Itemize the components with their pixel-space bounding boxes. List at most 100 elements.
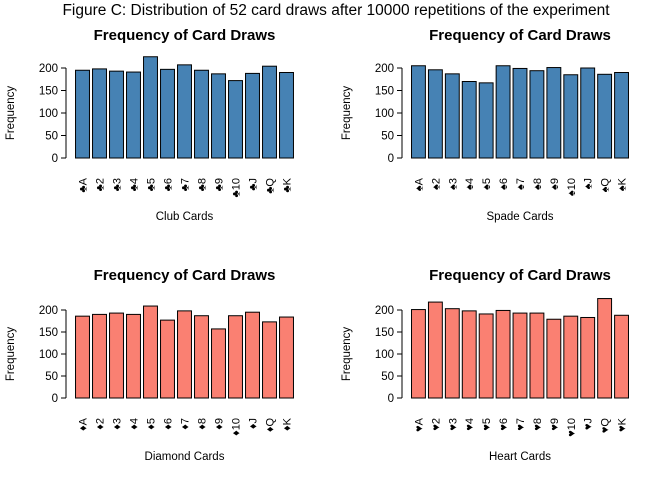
bar xyxy=(75,69,90,159)
chart-panel-4: Frequency of Card Draws ♥A ♥2 ♥3 ♥4 ♥5 ♥6 ♥7 ♥8 ♥… xyxy=(341,267,629,463)
bar xyxy=(194,69,209,159)
bar xyxy=(262,65,277,159)
y-tick-label: 50 xyxy=(45,131,58,143)
bar xyxy=(228,315,243,399)
bar xyxy=(427,301,443,399)
bar xyxy=(245,72,260,159)
x-tick-label: ♦7 xyxy=(180,418,192,430)
x-tick-label: ♦10 xyxy=(231,418,243,436)
x-tick-label: ♦9 xyxy=(214,418,226,430)
bar xyxy=(177,310,192,399)
bar xyxy=(614,314,629,399)
bar xyxy=(427,69,443,159)
bar xyxy=(580,67,596,159)
x-tick-label: ♥8 xyxy=(532,418,544,431)
x-tick-label: ♠A xyxy=(413,177,425,191)
x-tick-label: ♥7 xyxy=(515,418,527,431)
y-tick-label: 150 xyxy=(39,86,58,98)
bar xyxy=(461,81,477,159)
x-tick-label: ♦J xyxy=(248,418,260,429)
y-tick-label: 0 xyxy=(52,153,58,165)
x-tick-label: ♠6 xyxy=(498,178,510,190)
bar xyxy=(245,311,260,399)
x-tick-label: ♣Q xyxy=(265,178,277,194)
x-axis-label: Spade Cards xyxy=(486,211,553,223)
x-tick-label: ♦Q xyxy=(265,418,277,433)
y-tick-label: 200 xyxy=(39,63,58,75)
x-tick-label: ♠K xyxy=(617,177,629,191)
bar xyxy=(211,328,226,399)
bar xyxy=(143,305,158,399)
y-tick-label: 0 xyxy=(388,393,394,405)
x-tick-label: ♣9 xyxy=(214,178,226,191)
bar xyxy=(597,73,613,159)
bar xyxy=(478,313,494,399)
bar xyxy=(495,309,511,399)
bar xyxy=(597,298,613,399)
x-axis-label: Heart Cards xyxy=(489,451,551,463)
x-tick-label: ♦A xyxy=(78,417,90,431)
x-tick-label: ♥5 xyxy=(481,418,493,431)
chart-title: Frequency of Card Draws xyxy=(94,267,276,284)
x-tick-label: ♦2 xyxy=(95,418,107,430)
figure-title: Figure C: Distribution of 52 card draws … xyxy=(62,2,610,19)
bar xyxy=(614,72,629,159)
x-tick-label: ♣6 xyxy=(163,178,175,191)
x-tick-label: ♥2 xyxy=(430,418,442,431)
x-tick-label: ♣10 xyxy=(231,178,243,197)
bar xyxy=(546,67,562,159)
y-tick-label: 100 xyxy=(39,349,58,361)
bar xyxy=(411,65,426,159)
x-tick-label: ♥10 xyxy=(566,418,578,437)
x-tick-label: ♣J xyxy=(248,178,260,191)
bar xyxy=(444,308,460,399)
bar xyxy=(580,316,596,399)
bar xyxy=(279,316,294,399)
bar xyxy=(143,56,158,159)
bar xyxy=(228,80,243,159)
x-tick-label: ♥6 xyxy=(498,418,510,431)
y-tick-label: 100 xyxy=(375,108,394,120)
bar xyxy=(109,70,124,159)
bar xyxy=(262,321,277,399)
bar xyxy=(411,309,426,399)
x-tick-label: ♦3 xyxy=(112,418,124,430)
x-tick-label: ♣8 xyxy=(197,178,209,191)
bar xyxy=(495,65,511,159)
x-tick-label: ♣4 xyxy=(129,178,141,191)
y-axis-label: Frequency xyxy=(341,86,353,141)
x-tick-label: ♣K xyxy=(282,177,294,192)
bar xyxy=(512,312,528,399)
bar xyxy=(160,68,175,159)
x-tick-label: ♣7 xyxy=(180,178,192,191)
y-tick-label: 50 xyxy=(381,371,394,383)
y-tick-label: 0 xyxy=(52,393,58,405)
chart-panel-3: Frequency of Card Draws ♦A ♦2 ♦3 ♦4 ♦5 ♦6 ♦7 ♦8 ♦… xyxy=(5,267,294,463)
bar xyxy=(478,82,494,159)
x-tick-label: ♦6 xyxy=(163,418,175,430)
x-tick-label: ♣5 xyxy=(146,178,158,191)
x-tick-label: ♠8 xyxy=(532,178,544,190)
bar xyxy=(177,64,192,159)
x-tick-label: ♠7 xyxy=(515,178,527,190)
bar xyxy=(160,319,175,399)
y-tick-label: 150 xyxy=(375,86,394,98)
x-tick-label: ♣2 xyxy=(95,178,107,191)
y-axis-label: Frequency xyxy=(5,86,17,141)
bar xyxy=(546,318,562,399)
bar xyxy=(444,73,460,159)
x-tick-label: ♥J xyxy=(583,418,595,430)
bar xyxy=(126,313,141,399)
x-tick-label: ♣3 xyxy=(112,178,124,191)
x-axis-label: Club Cards xyxy=(156,211,214,223)
y-tick-label: 0 xyxy=(388,153,394,165)
bar xyxy=(563,74,579,159)
x-tick-label: ♥Q xyxy=(600,418,612,434)
y-tick-label: 150 xyxy=(375,327,394,339)
x-tick-label: ♠4 xyxy=(464,178,476,190)
x-tick-label: ♦K xyxy=(282,417,294,431)
chart-title: Frequency of Card Draws xyxy=(94,27,276,44)
x-tick-label: ♥K xyxy=(617,417,629,432)
x-tick-label: ♠3 xyxy=(447,178,459,190)
